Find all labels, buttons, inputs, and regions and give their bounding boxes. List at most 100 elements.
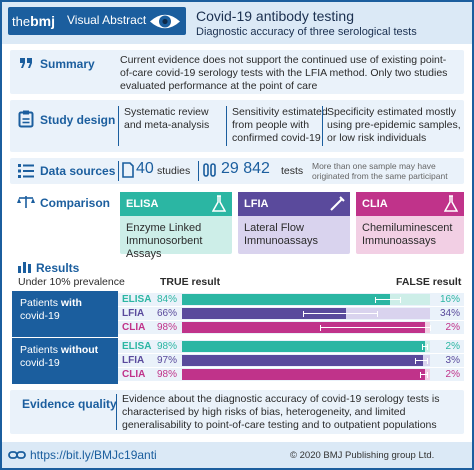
flask-icon (212, 195, 226, 212)
quote-icon (20, 58, 32, 68)
test-name: CLIA (122, 322, 146, 333)
clipboard-icon (18, 110, 34, 128)
ci-cap (427, 371, 429, 378)
bar-fill (182, 308, 346, 319)
scales-icon (17, 196, 35, 208)
divider (116, 394, 117, 430)
link-icon (8, 451, 26, 459)
eye-icon (150, 14, 180, 29)
card-header (356, 192, 464, 216)
evidence-text: Evidence about the diagnostic accuracy o… (122, 393, 440, 431)
bmj-logo: thebmj (12, 13, 55, 29)
study-design-specificity: Specificity estimated mostly using pre-e… (327, 106, 461, 144)
ci-cap (429, 324, 431, 331)
study-design-panel (10, 100, 464, 152)
divider (118, 106, 119, 146)
card-lfia: LFIA Lateral Flow Immunoassays (238, 192, 350, 254)
card-full-name: Enzyme Linked Immunosorbent Assays (126, 222, 203, 260)
bar-chart-icon (18, 262, 31, 273)
group-label-bold: without (60, 344, 99, 356)
card-abbr: LFIA (244, 198, 269, 210)
ci-cap (422, 343, 424, 350)
card-header (238, 192, 350, 216)
flask-icon (444, 195, 458, 212)
group-label-pre: Patients (20, 344, 61, 356)
logo-bmj: bmj (30, 13, 55, 29)
results-label: Results (36, 261, 80, 275)
studies-label: studies (157, 165, 191, 177)
ci-cap (399, 296, 401, 303)
divider (322, 106, 323, 146)
data-sources-label: Data sources (40, 164, 116, 178)
bar-fill (182, 322, 426, 333)
false-percent: 2% (445, 322, 460, 333)
data-sources-note: More than one sample may have originated… (312, 161, 448, 181)
prevalence-label: Under 10% prevalence (18, 276, 125, 288)
false-percent: 34% (439, 308, 460, 319)
study-design-label: Study design (40, 113, 116, 127)
test-name: ELISA (122, 341, 152, 352)
bar-fill (182, 355, 423, 366)
true-percent: 97% (157, 355, 178, 366)
card-abbr: CLIA (362, 198, 388, 210)
ci-cap (374, 296, 376, 303)
test-tube-icon (203, 163, 216, 177)
test-name: ELISA (122, 294, 152, 305)
false-percent: 2% (445, 341, 460, 352)
ci-cap (419, 371, 421, 378)
group-label: Patients with covid-19 (20, 297, 112, 323)
tests-count: 29 842 (221, 160, 270, 177)
card-abbr: ELISA (126, 198, 159, 210)
document-icon (122, 162, 134, 178)
ci-line (320, 327, 430, 328)
divider (198, 161, 199, 181)
ci-line (422, 346, 428, 347)
false-percent: 2% (445, 369, 460, 380)
summary-panel (10, 50, 464, 94)
ci-cap (377, 310, 379, 317)
divider (226, 106, 227, 146)
page-subtitle: Diagnostic accuracy of three serological… (196, 26, 417, 38)
true-percent: 98% (157, 341, 178, 352)
card-full-name: Chemiluminescent Immunoassays (362, 222, 453, 247)
group-label-bold: with (60, 297, 82, 309)
test-name: CLIA (122, 369, 146, 380)
group-label-pre: Patients (20, 297, 61, 309)
ci-cap (414, 357, 416, 364)
bar-fill (182, 341, 426, 352)
studies-count: 40 (136, 160, 154, 177)
true-percent: 98% (157, 369, 178, 380)
bar-fill (182, 294, 391, 305)
card-header (120, 192, 232, 216)
group-label-box (12, 338, 118, 384)
card-elisa: ELISA Enzyme Linked Immunosorbent Assays (120, 192, 232, 260)
ci-cap (427, 343, 429, 350)
false-percent: 16% (439, 294, 460, 305)
ci-line (420, 374, 428, 375)
comparison-label: Comparison (40, 196, 111, 210)
tests-label: tests (281, 165, 304, 177)
card-clia: CLIA Chemiluminescent Immunoassays (356, 192, 464, 254)
bar-fill (182, 369, 426, 380)
card-full-name: Lateral Flow Immunoassays (244, 222, 318, 247)
ci-cap (427, 357, 429, 364)
copyright: © 2020 BMJ Publishing group Ltd. (290, 450, 435, 461)
true-percent: 66% (157, 308, 178, 319)
group-label-post: covid-19 (20, 357, 60, 369)
summary-text: Current evidence does not support the co… (120, 54, 448, 92)
short-link[interactable]: https://bit.ly/BMJc19anti (30, 448, 157, 462)
true-result-label: TRUE result (160, 276, 221, 288)
ci-cap (320, 324, 322, 331)
ci-line (375, 299, 401, 300)
study-design-sensitivity: Sensitivity estimated from people with c… (232, 106, 328, 144)
ci-cap (303, 310, 305, 317)
footer (2, 442, 472, 468)
test-name: LFIA (122, 355, 145, 366)
group-label-box (12, 291, 118, 337)
ci-line (303, 313, 378, 314)
evidence-panel (10, 390, 464, 434)
page-title: Covid-19 antibody testing (196, 8, 354, 24)
group-label: Patients without covid-19 (20, 344, 112, 370)
divider (118, 161, 119, 181)
false-result-label: FALSE result (396, 276, 462, 288)
